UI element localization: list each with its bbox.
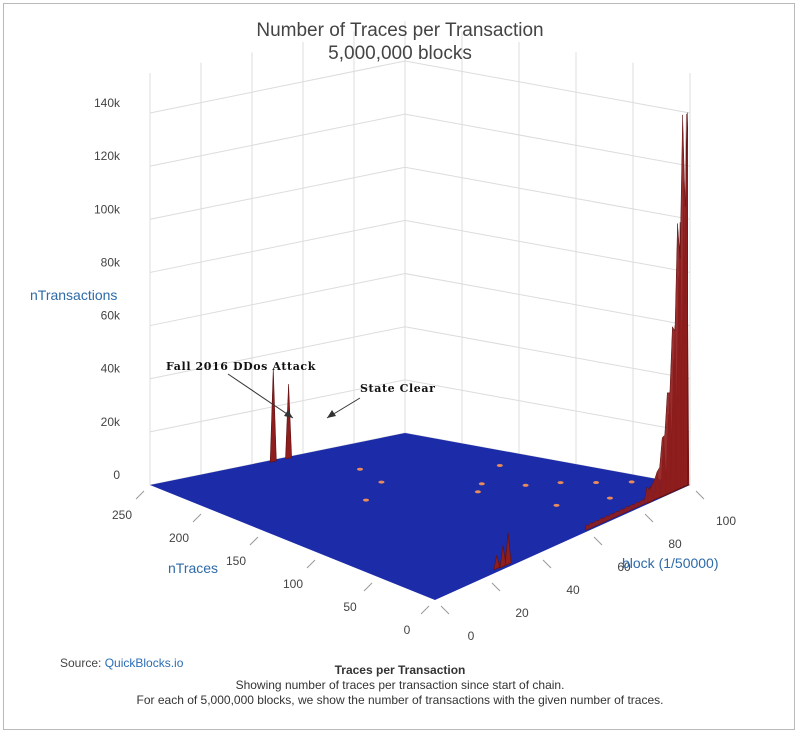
- floor-speck: [474, 490, 481, 494]
- y-tick-mark: [420, 605, 430, 615]
- annotation-ddos-arrowhead: [284, 410, 293, 418]
- z-tick-label: 120k: [94, 149, 121, 163]
- y-tick-label: 200: [169, 531, 189, 545]
- annotation-ddos: Fall 2016 DDos Attack: [166, 360, 316, 373]
- z-tick-label: 100k: [94, 202, 121, 216]
- chart-title: Number of Traces per Transaction: [256, 20, 544, 41]
- grid-layer: [149, 21, 691, 486]
- source-label: Source:: [60, 656, 102, 670]
- surface-peak[interactable]: [269, 368, 277, 463]
- chart-frame: [3, 3, 795, 730]
- floor-speck: [593, 481, 600, 485]
- peaks-layer: [269, 112, 690, 571]
- surface-peak[interactable]: [499, 545, 507, 569]
- x-tick-label: 20: [515, 606, 529, 620]
- caption-line-2: For each of 5,000,000 blocks, we show th…: [136, 693, 664, 707]
- grid-line-z: [149, 60, 691, 114]
- annotation-state-clear: State Clear: [360, 382, 436, 395]
- floor-speck: [606, 496, 613, 500]
- x-tick-mark: [491, 582, 501, 592]
- y-tick-mark: [249, 536, 259, 546]
- z-tick-label: 140k: [94, 96, 121, 110]
- z-tick-label: 0: [113, 468, 120, 482]
- surface-peak[interactable]: [493, 555, 501, 571]
- x-tick-mark: [593, 536, 603, 546]
- x-tick-label: 0: [468, 629, 475, 643]
- floor-speck: [496, 463, 503, 467]
- floor-specks: [357, 463, 635, 507]
- x-tick-mark: [644, 513, 654, 523]
- annotation-state-clear-arrowhead: [327, 410, 336, 418]
- y-tick-mark: [192, 513, 202, 523]
- y-tick-mark: [363, 582, 373, 592]
- z-tick-label: 60k: [101, 309, 121, 323]
- grid-line-z: [149, 166, 691, 220]
- x-tick-label: 60: [617, 560, 631, 574]
- y-tick-mark: [135, 490, 145, 500]
- surface-floor: [150, 433, 690, 600]
- annotation-ddos-arrow: [227, 373, 294, 419]
- floor-speck: [478, 482, 485, 486]
- x-tick-mark: [695, 490, 705, 500]
- caption-title: Traces per Transaction: [334, 663, 466, 677]
- x-tick-label: 80: [668, 537, 682, 551]
- floor-speck: [357, 467, 363, 471]
- x-tick-label: 100: [716, 514, 736, 528]
- floor-speck: [553, 503, 560, 507]
- source-line: Source: QuickBlocks.io: [60, 656, 183, 670]
- surface-peak[interactable]: [504, 532, 512, 567]
- z-tick-label: 20k: [101, 415, 121, 429]
- floor-speck: [522, 483, 529, 487]
- surface-ridge[interactable]: [585, 112, 688, 531]
- grid-line-z: [149, 273, 691, 327]
- ticks-layer: 020k40k60k80k100k120k140k050100150200250…: [94, 96, 736, 643]
- y-tick-label: 250: [112, 508, 132, 522]
- caption-line-1: Showing number of traces per transaction…: [235, 678, 565, 692]
- floor-speck: [363, 498, 369, 502]
- grid-line-z: [149, 113, 691, 167]
- caption: Traces per Transaction Showing number of…: [0, 663, 800, 708]
- z-tick-label: 40k: [101, 362, 121, 376]
- x-tick-mark: [542, 559, 552, 569]
- z-tick-label: 80k: [101, 255, 121, 269]
- x-tick-mark: [440, 605, 450, 615]
- y-tick-label: 50: [343, 600, 357, 614]
- surface-peak[interactable]: [285, 384, 292, 460]
- y-tick-label: 100: [283, 577, 303, 591]
- z-axis-title: nTransactions: [30, 287, 117, 303]
- chart-subtitle: 5,000,000 blocks: [328, 43, 472, 64]
- floor-speck: [557, 481, 564, 485]
- y-tick-label: 150: [226, 554, 246, 568]
- y-tick-mark: [306, 559, 316, 569]
- grid-line-z: [149, 219, 691, 273]
- y-tick-label: 0: [404, 623, 411, 637]
- source-link[interactable]: QuickBlocks.io: [104, 656, 184, 670]
- x-tick-label: 40: [566, 583, 580, 597]
- y-axis-title: nTraces: [168, 560, 218, 576]
- x-axis-title: block (1/50000): [622, 555, 719, 571]
- floor-speck: [628, 480, 635, 484]
- floor-speck: [378, 480, 385, 484]
